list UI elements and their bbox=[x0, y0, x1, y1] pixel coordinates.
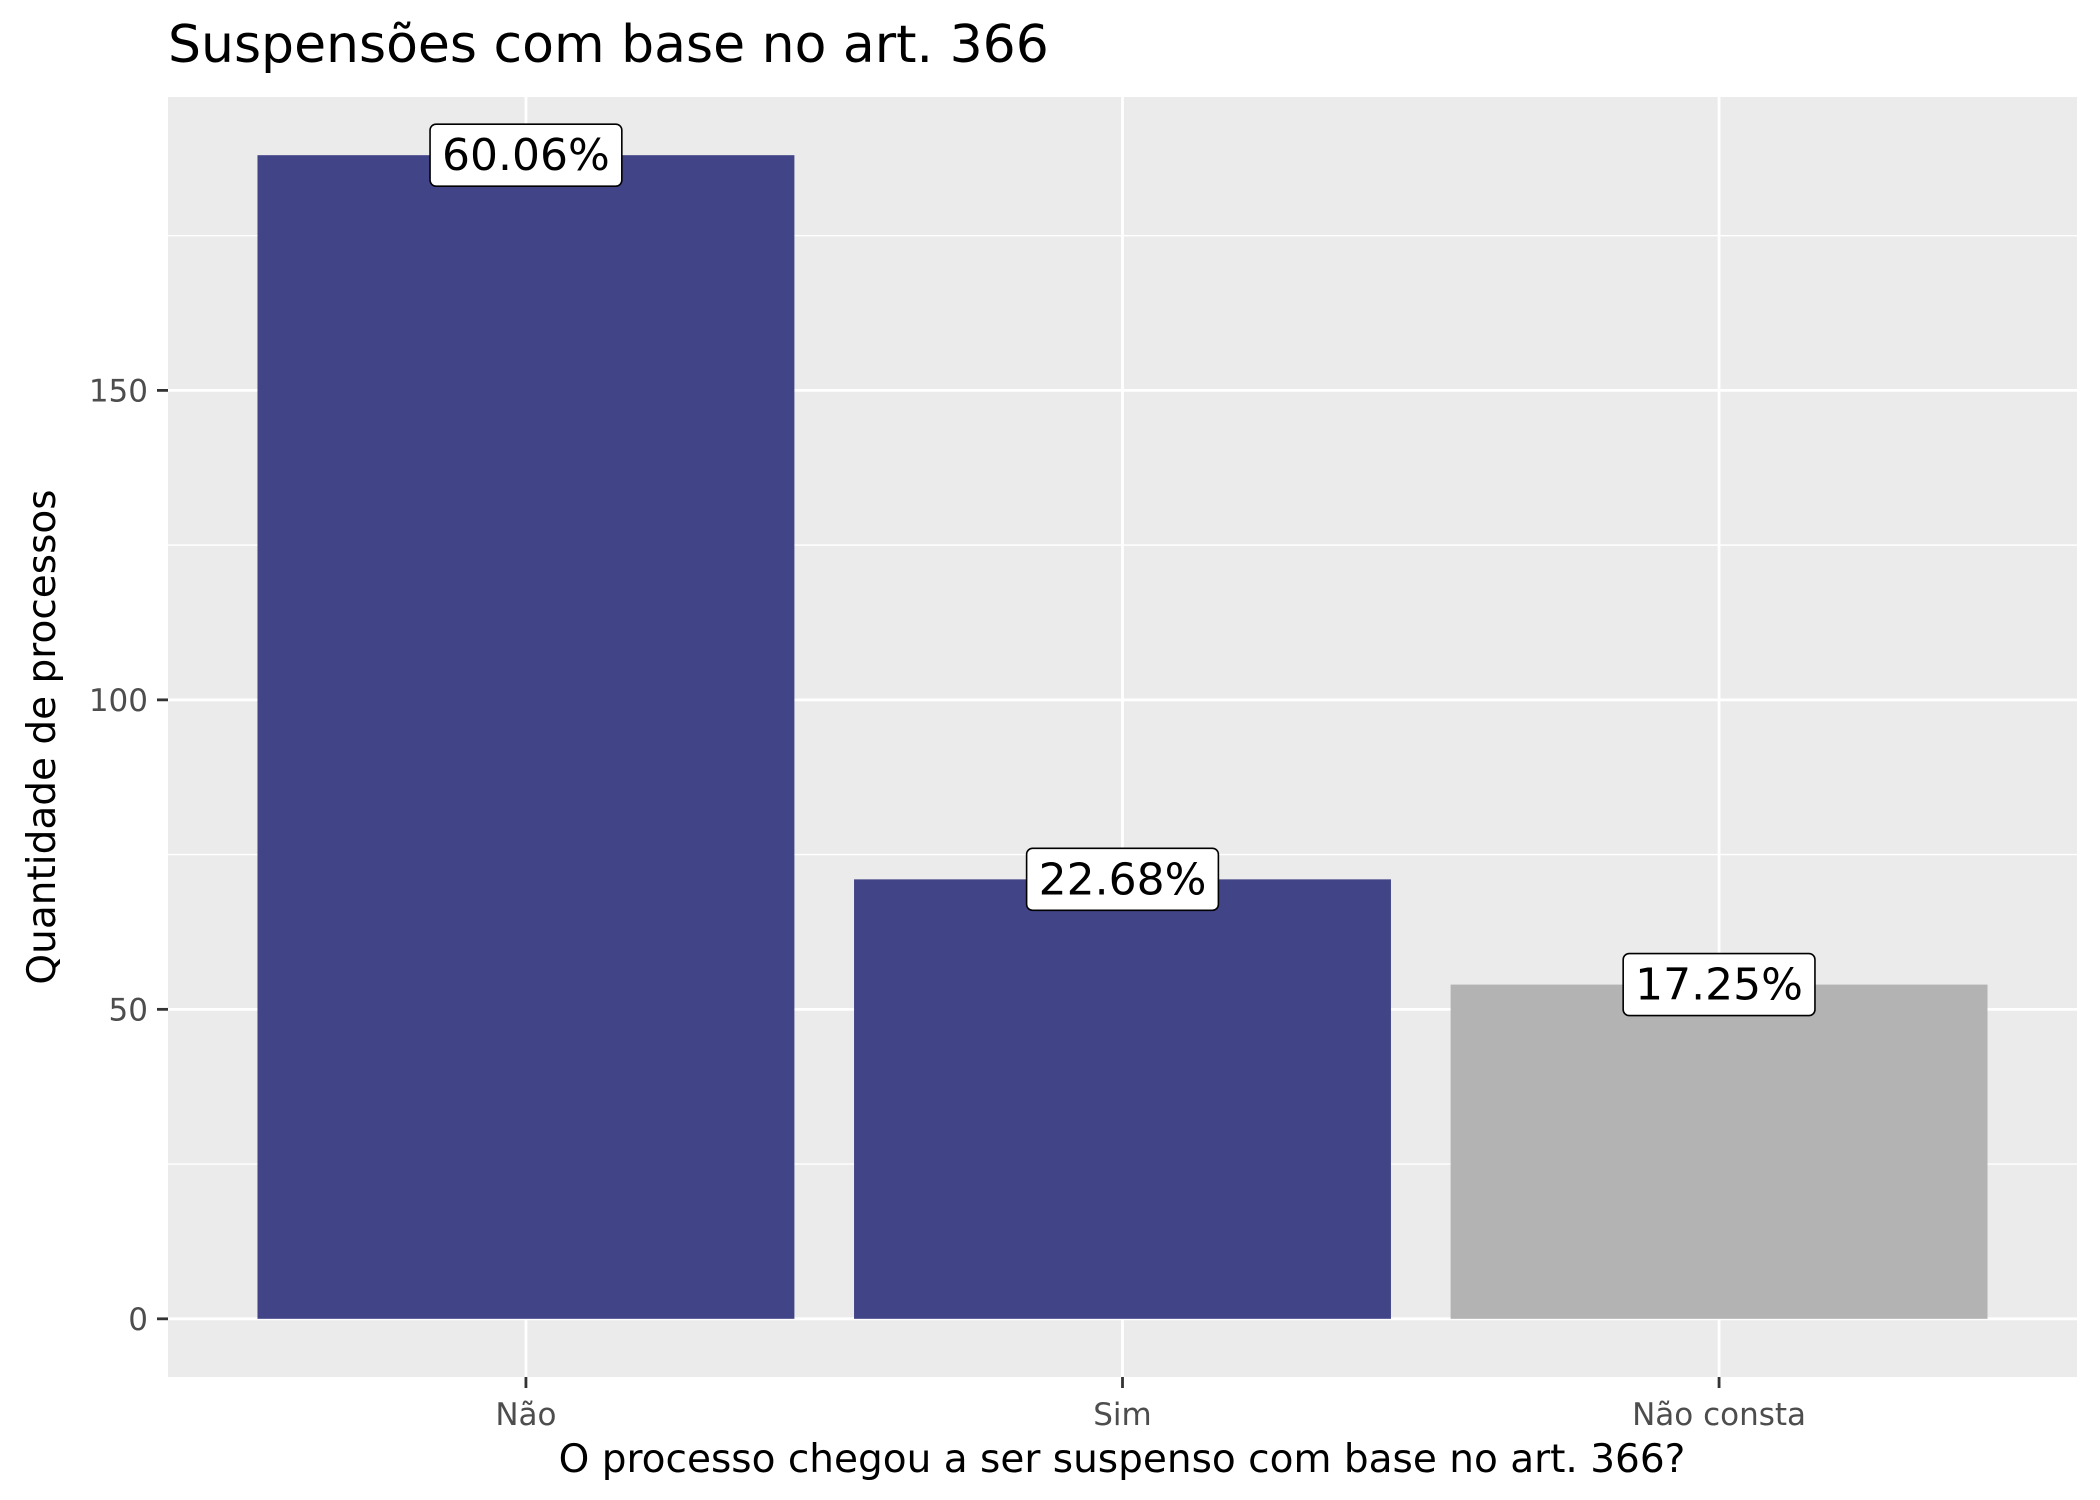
data-labels: 60.06% 22.68% 17.25% bbox=[429, 123, 1816, 1017]
data-label-text: 60.06% bbox=[442, 130, 610, 181]
x-tick-label: Sim bbox=[1093, 1397, 1152, 1433]
x-tick-label: Não bbox=[495, 1397, 556, 1433]
bar bbox=[854, 879, 1391, 1319]
y-tick-label: 50 bbox=[109, 992, 148, 1028]
data-label: 17.25% bbox=[1622, 952, 1816, 1017]
data-label-box bbox=[1025, 847, 1220, 912]
data-label: 22.68% bbox=[1025, 847, 1220, 912]
data-label-text: 17.25% bbox=[1635, 960, 1803, 1011]
y-tick-label: 150 bbox=[89, 373, 148, 409]
y-axis-title: Quantidade de processos bbox=[20, 489, 65, 984]
x-tick-label: Não consta bbox=[1632, 1397, 1806, 1433]
data-label-text: 22.68% bbox=[1039, 854, 1207, 905]
x-axis-title: O processo chegou a ser suspenso com bas… bbox=[559, 1437, 1686, 1482]
y-tick-label: 0 bbox=[128, 1302, 148, 1338]
bars bbox=[257, 155, 1988, 1319]
data-label: 60.06% bbox=[429, 123, 623, 187]
bar bbox=[257, 155, 795, 1319]
y-axis: 0 50 100 150 bbox=[89, 373, 168, 1338]
y-tick-label: 100 bbox=[89, 683, 148, 719]
chart-title: Suspensões com base no art. 366 bbox=[168, 15, 1049, 75]
bar bbox=[1450, 984, 1988, 1319]
data-label-box bbox=[1622, 952, 1816, 1017]
x-axis: Não Sim Não consta bbox=[495, 1377, 1806, 1433]
data-label-box bbox=[429, 123, 623, 187]
